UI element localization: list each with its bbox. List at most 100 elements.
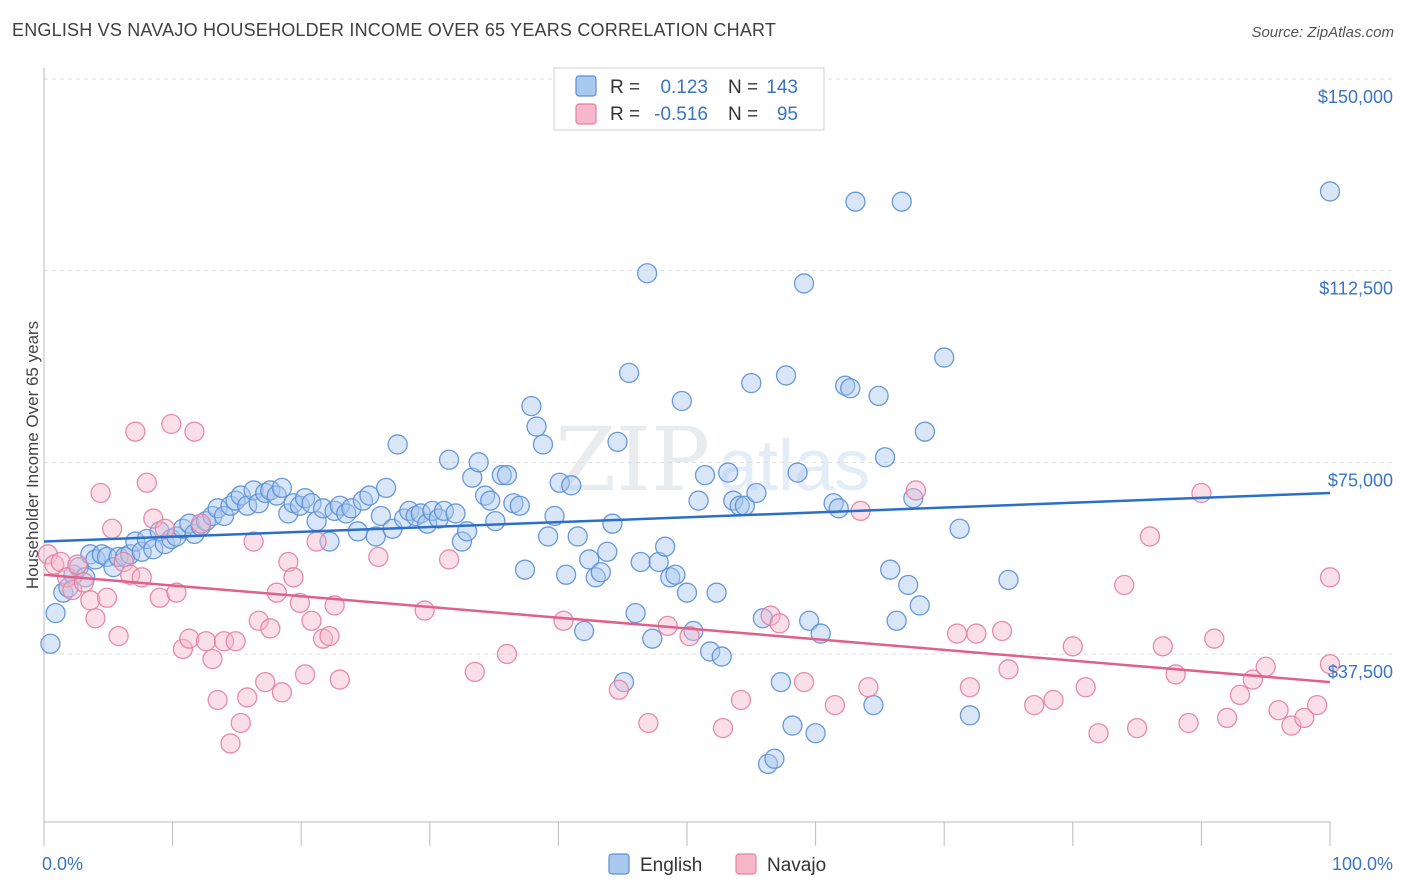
english-point-142 [880, 559, 901, 580]
navajo-point-65 [793, 671, 815, 693]
english-point-128 [782, 715, 803, 736]
english-point-70 [445, 503, 466, 524]
english-point-87 [544, 505, 565, 527]
navajo-point-80 [1114, 574, 1135, 596]
grid [44, 78, 1395, 655]
trend-lines [43, 491, 1331, 684]
english-point-57 [370, 505, 392, 527]
source-label: Source: ZipAtlas.com [1251, 24, 1394, 41]
english-point-10 [96, 546, 118, 568]
navajo-point-92 [1268, 700, 1289, 721]
navajo-point-56 [553, 610, 574, 631]
english-point-129 [787, 462, 808, 483]
navajo-point-28 [202, 648, 223, 670]
english-point-36 [248, 493, 269, 514]
navajo-point-53 [438, 549, 460, 570]
english-point-105 [648, 551, 669, 573]
correlation-legend: R = 0.123 N = 143 R = -0.516 N = 95 [553, 67, 825, 131]
navajo-point-23 [172, 638, 194, 660]
navajo-point-21 [161, 413, 182, 435]
y-tick-labels: $37,500 $75,000 $112,500 $150,000 [1318, 87, 1393, 682]
english-point-41 [278, 503, 299, 524]
english-point-102 [630, 551, 651, 573]
navajo-point-9 [90, 482, 111, 504]
english-point-96 [597, 541, 618, 562]
english-point-58 [375, 477, 397, 499]
navajo-point-50 [329, 669, 350, 690]
watermark-atlas: atlas [718, 426, 870, 506]
legend-n-value-english: 143 [766, 77, 798, 98]
english-point-53 [347, 521, 368, 542]
y-tick-label-2: $112,500 [1319, 279, 1393, 299]
navajo-point-46 [306, 531, 327, 552]
english-point-89 [555, 564, 577, 585]
navajo-point-77 [1062, 636, 1083, 657]
english-point-74 [468, 452, 489, 473]
legend-n-label-english: N = [728, 77, 758, 98]
english-point-91 [567, 526, 588, 547]
legend-swatch-navajo-bottom [735, 853, 757, 875]
navajo-point-0 [37, 544, 59, 565]
navajo-point-66 [824, 694, 846, 716]
english-point-71 [451, 531, 473, 552]
navajo-point-96 [1319, 567, 1341, 588]
navajo-point-88 [1216, 707, 1238, 729]
english-point-98 [607, 431, 628, 453]
english-point-86 [537, 526, 559, 547]
english-point-76 [480, 490, 501, 511]
english-point-85 [532, 434, 554, 455]
navajo-point-60 [679, 625, 700, 647]
english-point-93 [579, 549, 600, 570]
navajo-point-85 [1178, 712, 1199, 734]
english-points [40, 181, 1341, 775]
navajo-point-72 [966, 623, 987, 644]
navajo-point-7 [80, 590, 101, 611]
english-point-104 [642, 628, 663, 649]
navajo-point-17 [136, 472, 158, 493]
english-point-30 [213, 505, 235, 527]
axes [43, 68, 1331, 846]
navajo-point-71 [959, 677, 981, 698]
legend-label-navajo: Navajo [767, 855, 826, 876]
navajo-point-93 [1281, 715, 1302, 736]
watermark-zip: ZIP [555, 408, 710, 511]
english-point-109 [671, 390, 693, 412]
navajo-point-40 [271, 682, 293, 703]
english-point-95 [590, 562, 611, 583]
navajo-point-62 [730, 689, 752, 711]
x-tick-label-min: 0.0% [42, 854, 83, 874]
legend-r-value-english: 0.123 [660, 77, 708, 98]
navajo-point-61 [712, 717, 734, 739]
english-point-122 [746, 482, 767, 504]
navajo-point-74 [998, 659, 1019, 680]
navajo-point-4 [62, 579, 83, 601]
english-point-101 [625, 602, 646, 624]
english-point-112 [688, 490, 709, 511]
english-trend-line [43, 491, 1331, 543]
navajo-point-25 [184, 421, 205, 442]
navajo-point-73 [991, 620, 1013, 642]
navajo-point-6 [73, 572, 95, 593]
navajo-point-49 [324, 595, 345, 616]
english-point-140 [868, 385, 889, 407]
navajo-point-11 [102, 518, 123, 539]
navajo-point-29 [207, 689, 228, 711]
english-point-117 [718, 462, 739, 483]
navajo-point-79 [1088, 723, 1109, 744]
english-point-150 [949, 518, 970, 539]
english-point-0 [40, 633, 61, 654]
navajo-point-68 [858, 677, 879, 698]
navajo-point-54 [464, 661, 485, 683]
english-point-137 [840, 378, 861, 399]
english-point-18 [143, 539, 164, 560]
navajo-point-19 [149, 587, 170, 608]
navajo-point-22 [166, 582, 187, 603]
navajo-point-2 [50, 551, 71, 573]
english-point-83 [521, 395, 542, 417]
navajo-point-82 [1139, 526, 1161, 547]
x-tick-label-max: 100.0% [1332, 854, 1393, 874]
navajo-point-8 [85, 608, 106, 629]
navajo-point-95 [1306, 694, 1328, 716]
navajo-point-12 [108, 625, 129, 647]
